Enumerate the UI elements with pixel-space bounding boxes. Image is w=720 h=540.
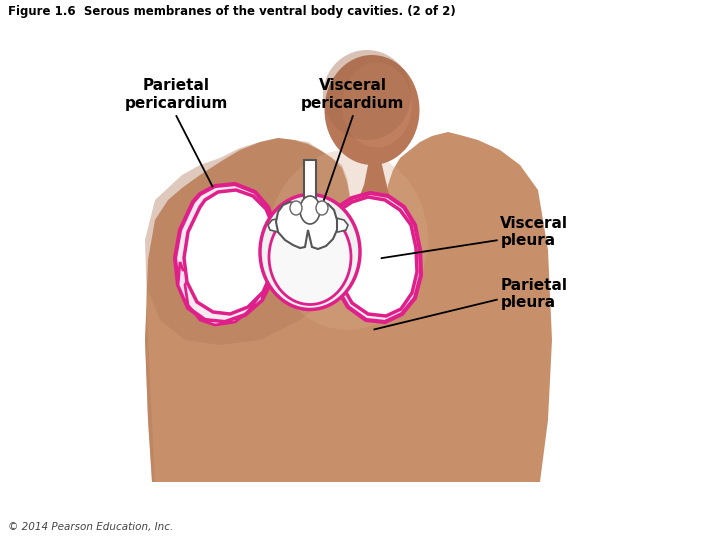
- Polygon shape: [108, 132, 552, 482]
- Ellipse shape: [300, 196, 320, 224]
- Text: © 2014 Pearson Education, Inc.: © 2014 Pearson Education, Inc.: [8, 522, 174, 532]
- Ellipse shape: [325, 55, 420, 165]
- Polygon shape: [184, 190, 276, 314]
- Ellipse shape: [290, 201, 302, 215]
- Ellipse shape: [323, 50, 411, 140]
- Text: Visceral
pleura: Visceral pleura: [500, 216, 568, 248]
- Ellipse shape: [342, 63, 412, 147]
- Bar: [304, 160, 316, 210]
- Polygon shape: [268, 205, 310, 232]
- Text: Parietal
pericardium: Parietal pericardium: [125, 78, 228, 111]
- Polygon shape: [108, 138, 384, 482]
- Ellipse shape: [269, 210, 351, 305]
- Ellipse shape: [260, 194, 360, 309]
- Ellipse shape: [316, 201, 328, 215]
- Ellipse shape: [268, 150, 428, 330]
- Polygon shape: [178, 262, 265, 325]
- Polygon shape: [310, 205, 348, 232]
- Polygon shape: [326, 193, 421, 322]
- Polygon shape: [276, 202, 337, 249]
- Polygon shape: [175, 184, 278, 322]
- Text: Parietal
pleura: Parietal pleura: [500, 278, 567, 310]
- Text: Visceral
pericardium: Visceral pericardium: [301, 78, 405, 111]
- Polygon shape: [330, 197, 417, 316]
- Text: Figure 1.6  Serous membranes of the ventral body cavities. (2 of 2): Figure 1.6 Serous membranes of the ventr…: [8, 5, 456, 18]
- Polygon shape: [350, 150, 396, 232]
